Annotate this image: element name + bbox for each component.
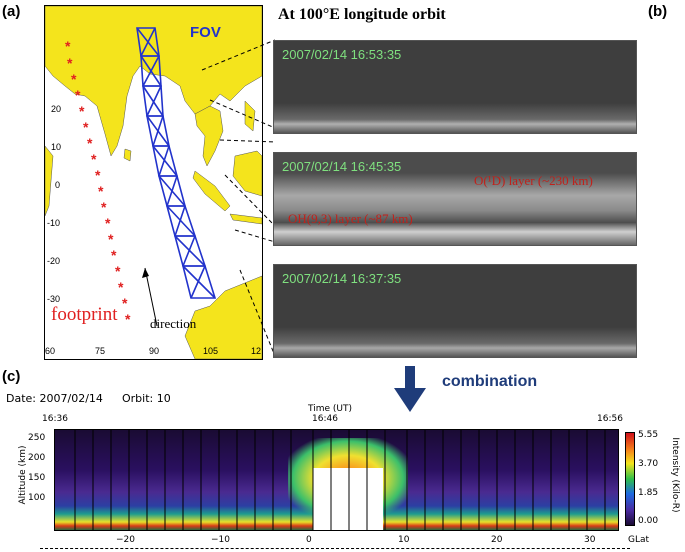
lat-tick: -10 xyxy=(47,218,61,228)
airglow-image-3: 2007/02/14 16:37:35 xyxy=(273,264,637,358)
land-australia xyxy=(184,275,262,359)
x-tick: −20 xyxy=(116,535,135,545)
fov-label: FOV xyxy=(190,24,221,41)
svg-text:*: * xyxy=(75,87,81,103)
x-tick: 30 xyxy=(584,535,596,545)
x-tick: 0 xyxy=(306,535,312,545)
y-tick: 200 xyxy=(28,453,46,463)
svg-text:*: * xyxy=(101,199,107,215)
land-asia xyxy=(45,6,262,157)
land-srilanka xyxy=(123,148,132,162)
svg-text:*: * xyxy=(95,167,101,183)
image-timestamp: 2007/02/14 16:53:35 xyxy=(282,47,402,62)
down-arrow-icon xyxy=(394,366,426,412)
lat-tick: -20 xyxy=(47,256,61,266)
x-tick: −10 xyxy=(211,535,230,545)
keogram-stripes xyxy=(74,430,606,530)
colorbar-tick: 1.85 xyxy=(638,488,659,498)
figure-title: At 100°E longitude orbit xyxy=(278,6,446,23)
time-tick: 16:46 xyxy=(312,414,338,424)
colorbar-label: Intensity (Kilo-R) xyxy=(670,437,680,513)
fov-swath xyxy=(136,27,217,299)
colorbar-tick: 0.00 xyxy=(638,516,659,526)
land-philippines xyxy=(244,100,256,132)
svg-text:*: * xyxy=(125,311,131,327)
land-java xyxy=(229,213,262,225)
svg-text:*: * xyxy=(79,103,85,119)
lat-tick: 20 xyxy=(51,104,62,114)
footprint-markers: *** *** *** *** *** *** xyxy=(65,38,131,327)
image-timestamp: 2007/02/14 16:45:35 xyxy=(282,159,402,174)
map-panel: * * * * * * * * * * * * * * * * * * FOV footprint di… xyxy=(44,5,263,360)
svg-text:*: * xyxy=(65,38,71,54)
svg-text:*: * xyxy=(111,247,117,263)
svg-text:*: * xyxy=(122,295,128,311)
lon-tick: 90 xyxy=(149,346,160,356)
colorbar-tick: 3.70 xyxy=(638,459,659,469)
svg-text:*: * xyxy=(108,231,114,247)
y-tick: 250 xyxy=(28,433,46,443)
airglow-image-1: 2007/02/14 16:53:35 xyxy=(273,40,637,134)
combination-label: combination xyxy=(442,373,538,390)
connector-lines xyxy=(201,39,276,357)
panel-label-a: (a) xyxy=(2,3,21,20)
lat-tick: 0 xyxy=(55,180,61,190)
lon-tick: 105 xyxy=(203,346,219,356)
x-axis-label: GLat xyxy=(628,535,650,545)
land-borneo xyxy=(232,150,262,197)
direction-arrow xyxy=(142,267,158,327)
svg-text:*: * xyxy=(118,279,124,295)
lon-tick: 60 xyxy=(45,346,56,356)
panel-label-c: (c) xyxy=(2,368,21,385)
x-axis-line xyxy=(40,548,630,549)
keogram-orbit: Orbit: 10 xyxy=(122,392,171,405)
time-tick: 16:56 xyxy=(597,414,623,424)
svg-text:*: * xyxy=(105,215,111,231)
x-tick: 10 xyxy=(398,535,410,545)
lat-tick: -30 xyxy=(47,294,61,304)
svg-text:*: * xyxy=(98,183,104,199)
footprint-label: footprint xyxy=(51,304,118,325)
colorbar-tick: 5.55 xyxy=(638,430,659,440)
svg-text:*: * xyxy=(115,263,121,279)
lon-tick: 12 xyxy=(251,346,262,356)
svg-text:*: * xyxy=(87,135,93,151)
time-tick: 16:36 xyxy=(42,414,68,424)
map-svg: *** *** *** *** *** *** xyxy=(45,6,262,359)
svg-text:*: * xyxy=(67,55,73,71)
land-indochina xyxy=(194,105,224,167)
land-sumatra xyxy=(192,170,231,212)
colorbar xyxy=(625,432,635,526)
svg-text:*: * xyxy=(91,151,97,167)
y-axis-label: Altitude (km) xyxy=(18,445,28,505)
oh-layer-label: OH(9,3) layer (~87 km) xyxy=(288,211,413,226)
lon-tick: 75 xyxy=(95,346,106,356)
svg-text:*: * xyxy=(71,71,77,87)
keogram-plot xyxy=(54,429,619,531)
airglow-image-2: 2007/02/14 16:45:35 O(¹D) layer (~230 km… xyxy=(273,152,637,246)
y-tick: 150 xyxy=(28,473,46,483)
lat-tick: 10 xyxy=(51,142,62,152)
svg-text:*: * xyxy=(83,119,89,135)
keogram-date: Date: 2007/02/14 xyxy=(6,392,103,405)
o1d-layer-label: O(¹D) layer (~230 km) xyxy=(474,173,593,188)
land-africa xyxy=(45,145,54,217)
x-tick: 20 xyxy=(491,535,503,545)
time-axis-label: Time (UT) xyxy=(308,404,352,414)
y-tick: 100 xyxy=(28,493,46,503)
image-timestamp: 2007/02/14 16:37:35 xyxy=(282,271,402,286)
panel-label-b: (b) xyxy=(648,3,668,20)
direction-label: direction xyxy=(150,316,197,331)
